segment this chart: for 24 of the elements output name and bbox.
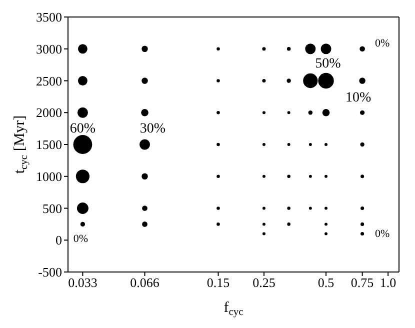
x-tick-label: 0.25 bbox=[252, 275, 276, 290]
annotation: 0% bbox=[73, 233, 88, 246]
y-tick-label: 2000 bbox=[36, 105, 62, 120]
annotation: 30% bbox=[140, 121, 166, 136]
y-tick-label: 0 bbox=[56, 232, 62, 248]
y-tick-label: 2500 bbox=[36, 73, 62, 88]
y-tick-label: 1500 bbox=[36, 137, 62, 152]
x-tick-label: 0.15 bbox=[206, 275, 230, 290]
annotation: 50% bbox=[315, 56, 342, 72]
x-tick-label: 0.066 bbox=[130, 275, 160, 290]
y-tick-label: -500 bbox=[38, 264, 62, 280]
y-tick-label: 3500 bbox=[36, 10, 62, 25]
annotation: 10% bbox=[345, 90, 372, 106]
y-tick-label: 1000 bbox=[36, 168, 62, 184]
annotation: 0% bbox=[374, 228, 390, 240]
x-tick-label: 0.75 bbox=[350, 275, 374, 290]
x-tick-label: 0.033 bbox=[68, 275, 98, 290]
annotation: 0% bbox=[374, 38, 390, 50]
x-tick-label: 1.0 bbox=[380, 275, 396, 290]
y-tick-label: 3000 bbox=[36, 41, 62, 56]
annotation: 60% bbox=[70, 121, 96, 136]
x-tick-label: 0.5 bbox=[318, 275, 334, 290]
x-axis-title: f$_{cyc}$ bbox=[224, 300, 244, 318]
y-tick-label: 500 bbox=[42, 200, 62, 216]
